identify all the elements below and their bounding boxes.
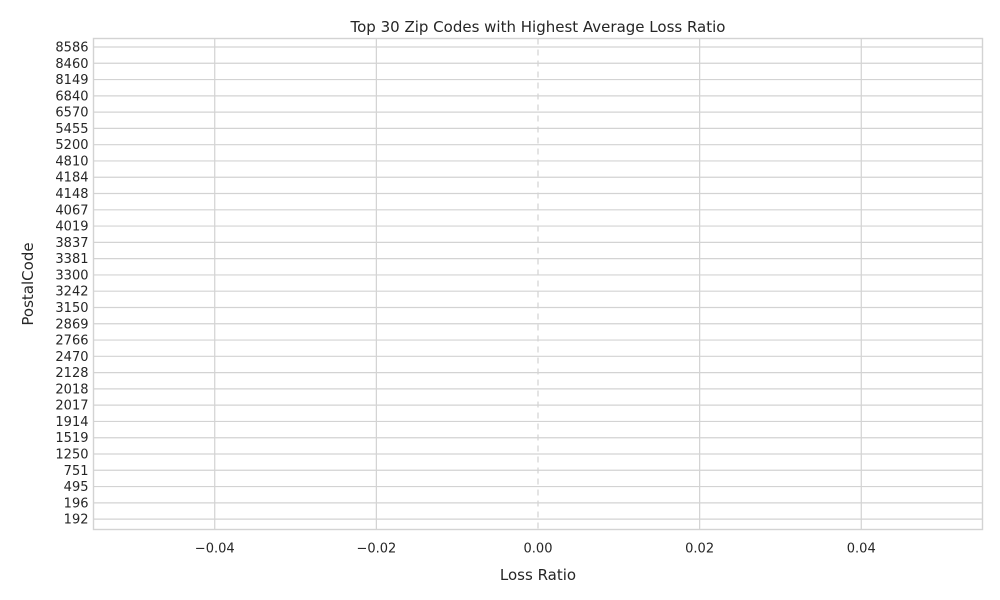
y-tick-label: 3242 xyxy=(55,285,88,300)
plot-frame xyxy=(92,37,984,531)
y-tick-label: 2128 xyxy=(55,366,88,381)
y-tick-label: 495 xyxy=(64,480,89,495)
x-axis-label: Loss Ratio xyxy=(500,566,576,584)
y-tick-label: 8149 xyxy=(55,73,88,88)
y-tick-label: 4810 xyxy=(55,154,88,169)
y-tick-label: 2017 xyxy=(55,399,88,414)
x-tick-label: 0.02 xyxy=(685,542,714,557)
y-tick-label: 751 xyxy=(64,464,89,479)
x-tick-labels: −0.04 −0.02 0.00 0.02 0.04 xyxy=(195,542,876,557)
y-tick-label: 196 xyxy=(64,496,89,511)
x-tick-label: −0.04 xyxy=(195,542,235,557)
y-tick-label: 6570 xyxy=(55,106,88,121)
y-tick-label: 1914 xyxy=(55,415,88,430)
y-tick-label: 3300 xyxy=(55,268,88,283)
x-tick-label: 0.04 xyxy=(847,542,876,557)
y-tick-label: 3381 xyxy=(55,252,88,267)
y-tick-label: 192 xyxy=(64,513,89,528)
y-tick-label: 4148 xyxy=(55,187,88,202)
y-tick-label: 1250 xyxy=(55,448,88,463)
y-tick-label: 2869 xyxy=(55,317,88,332)
grid xyxy=(93,38,983,530)
y-tick-label: 6840 xyxy=(55,89,88,104)
y-tick-label: 3150 xyxy=(55,301,88,316)
y-axis-label: PostalCode xyxy=(19,242,37,325)
y-tick-label: 2470 xyxy=(55,350,88,365)
y-tick-label: 8586 xyxy=(55,41,88,56)
y-tick-label: 4019 xyxy=(55,220,88,235)
y-tick-label: 2766 xyxy=(55,334,88,349)
y-tick-label: 4184 xyxy=(55,171,88,186)
y-tick-label: 5200 xyxy=(55,138,88,153)
chart-title: Top 30 Zip Codes with Highest Average Lo… xyxy=(350,18,726,36)
y-tick-label: 3837 xyxy=(55,236,88,251)
y-tick-label: 4067 xyxy=(55,203,88,218)
y-tick-label: 2018 xyxy=(55,382,88,397)
y-tick-label: 1519 xyxy=(55,431,88,446)
y-tick-label: 8460 xyxy=(55,57,88,72)
x-tick-label: 0.00 xyxy=(524,542,553,557)
x-tick-label: −0.02 xyxy=(356,542,396,557)
y-tick-label: 5455 xyxy=(55,122,88,137)
